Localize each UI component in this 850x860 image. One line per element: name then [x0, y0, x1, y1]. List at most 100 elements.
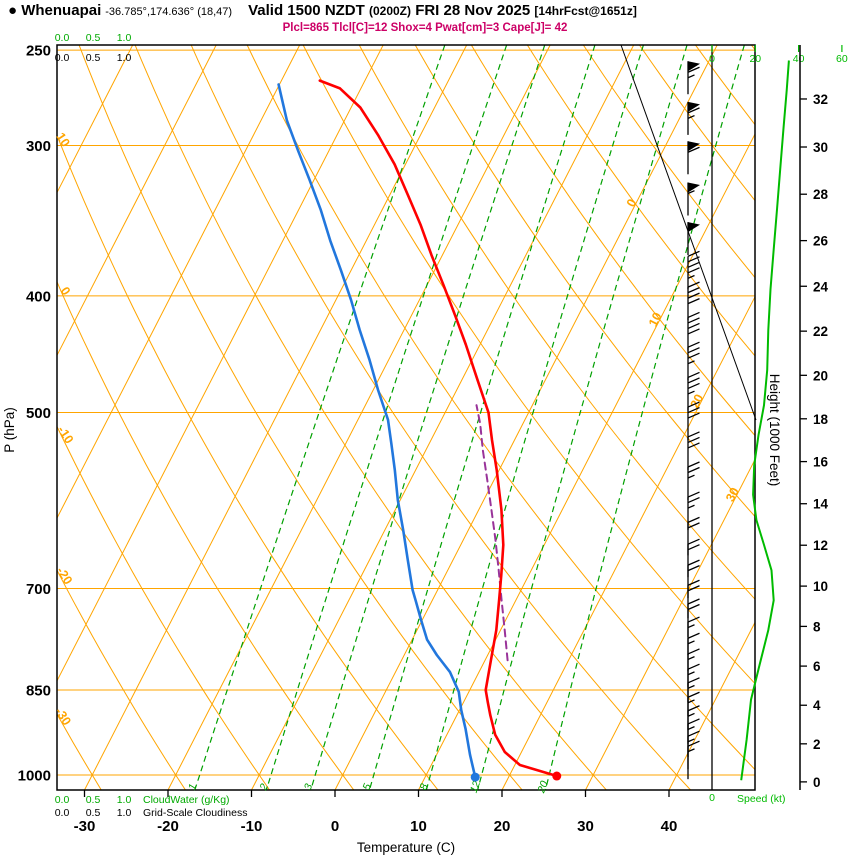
cloudiness-tick-bottom: 0.5: [86, 807, 101, 819]
cloudwater-tick-top: 0.0: [55, 32, 70, 44]
dry-adiabats: [57, 45, 755, 790]
cloudiness-tick-top: 0.5: [86, 52, 101, 64]
speed-axis: 0 20 40 600 Speed (kt): [709, 45, 848, 805]
height-tick-label: 22: [813, 324, 828, 339]
height-axis-title: Height (1000 Feet): [767, 374, 782, 487]
wind-speed-curve: [740, 60, 790, 781]
pressure-tick-label: 1000: [18, 768, 51, 785]
plot-border: [56, 44, 756, 791]
station-coords: -36.785°,174.636° (18,47): [105, 6, 233, 18]
speed-tick-label: 60: [836, 53, 848, 65]
temperature-tick-label: 40: [661, 818, 678, 835]
dry-adiabat-label: 10: [53, 130, 72, 149]
temperature-tick-label: -20: [157, 818, 179, 835]
temperature-tick-label: -30: [74, 818, 96, 835]
cloudwater-tick-bottom: 0.0: [55, 794, 70, 806]
cloudwater-scales: 0.00.00.00.00.50.50.50.51.01.01.01.0Clou…: [55, 32, 248, 819]
header-row: ● Whenuapai -36.785°,174.636° (18,47) Vali…: [8, 2, 848, 20]
speed-zero-label: 0: [709, 792, 715, 804]
cloudwater-tick-top: 1.0: [117, 32, 132, 44]
mixing-ratio-label: 20: [535, 779, 551, 795]
height-tick-label: 0: [813, 775, 821, 790]
dry-adiabat-label: -10: [55, 424, 77, 447]
speed-axis-title: Speed (kt): [737, 793, 785, 805]
mixing-ratio-label: 5: [361, 782, 374, 792]
sounding-params: Plcl=865 Tlcl[C]=12 Shox=4 Pwat[cm]=3 Ca…: [282, 22, 568, 34]
height-tick-label: 12: [813, 538, 828, 553]
pressure-tick-label: 400: [26, 288, 51, 305]
pressure-tick-label: 500: [26, 405, 51, 422]
mixing-ratio-lines: [194, 45, 745, 790]
isotherm-label: 20: [688, 392, 707, 411]
temperature-curve: [318, 79, 559, 778]
temperature-tick-label: -10: [241, 818, 263, 835]
height-tick-label: 8: [813, 619, 821, 634]
dry-adiabat-labels: 100-10-20-30: [52, 130, 76, 728]
surface-temperature-dot: [552, 771, 562, 781]
height-tick-label: 4: [813, 698, 821, 713]
pressure-axis-labels: 250 300 400 500 700 850 1000 P (hPa): [2, 43, 51, 785]
height-tick-label: 32: [813, 92, 828, 107]
height-tick-label: 10: [813, 579, 828, 594]
speed-tick-label: 40: [793, 53, 805, 65]
dewpoint-curve: [277, 83, 477, 779]
height-tick-label: 20: [813, 368, 828, 383]
height-tick-label: 6: [813, 659, 821, 674]
isotherm-label: 30: [723, 485, 742, 504]
valid-date: FRI 28 Nov 2025: [415, 2, 531, 19]
temperature-tick-label: 10: [410, 818, 427, 835]
mixing-ratio-label: 8: [417, 782, 430, 792]
height-tick-label: 24: [813, 279, 829, 294]
height-tick-label: 14: [813, 497, 829, 512]
station-bullet: ●: [8, 2, 18, 19]
cloudiness-tick-bottom: 1.0: [117, 807, 132, 819]
mixing-ratio-label: 3: [302, 782, 315, 792]
height-tick-label: 16: [813, 455, 829, 470]
speed-tick-label: 20: [749, 53, 761, 65]
valid-label: Valid 1500 NZDT: [248, 2, 365, 19]
forecast-tag: [14hrFcst@1651z]: [534, 4, 637, 18]
surface-dewpoint-dot: [470, 772, 480, 782]
mixing-ratio-label: 2: [257, 782, 271, 793]
cloudiness-tick-top: 1.0: [117, 52, 132, 64]
pressure-axis-title: P (hPa): [2, 407, 17, 453]
station-name: ● Whenuapai: [8, 2, 101, 19]
temperature-axis-title: Temperature (C): [357, 840, 455, 855]
pressure-tick-label: 700: [26, 581, 51, 598]
pressure-tick-label: 250: [26, 43, 51, 60]
cloudwater-axis-title: CloudWater (g/Kg): [143, 794, 230, 806]
pressure-tick-label: 850: [26, 683, 51, 700]
wind-barbs: [687, 61, 700, 780]
cloudwater-tick-bottom: 1.0: [117, 794, 132, 806]
height-tick-label: 18: [813, 412, 829, 427]
height-tick-label: 28: [813, 187, 829, 202]
cloudiness-tick-bottom: 0.0: [55, 807, 70, 819]
valid-time: Valid 1500 NZDT (0200Z) FRI 28 Nov 2025 …: [248, 2, 637, 19]
pressure-tick-label: 300: [26, 138, 51, 155]
parcel-path: [475, 404, 509, 662]
cloudiness-tick-top: 0.0: [55, 52, 70, 64]
header: ● Whenuapai -36.785°,174.636° (18,47) Vali…: [0, 0, 850, 42]
isotherms: [57, 45, 755, 790]
mixing-ratio-labels: 1 2 3 5 8 12 20: [186, 779, 551, 795]
valid-zulu: (0200Z): [368, 4, 412, 18]
height-tick-label: 30: [813, 140, 828, 155]
mixing-ratio-label: 12: [468, 779, 483, 794]
temperature-tick-label: 20: [494, 818, 511, 835]
dry-adiabat-label: -30: [52, 705, 74, 728]
isotherm-label: 10: [646, 310, 665, 329]
temperature-tick-label: 0: [331, 818, 339, 835]
cloudiness-axis-title: Grid-Scale Cloudiness: [143, 807, 247, 819]
speed-tick-label: 0: [709, 53, 715, 65]
temperature-tick-label: 30: [577, 818, 594, 835]
pressure-gridlines: [57, 49, 755, 776]
cloudwater-tick-top: 0.5: [86, 32, 101, 44]
mixing-ratio-label: 1: [186, 782, 199, 792]
grid: [57, 45, 755, 790]
height-tick-label: 26: [813, 234, 829, 249]
temperature-axis: -30 -20 -10 0 10 20 30 40 Temperature (C): [74, 790, 678, 855]
